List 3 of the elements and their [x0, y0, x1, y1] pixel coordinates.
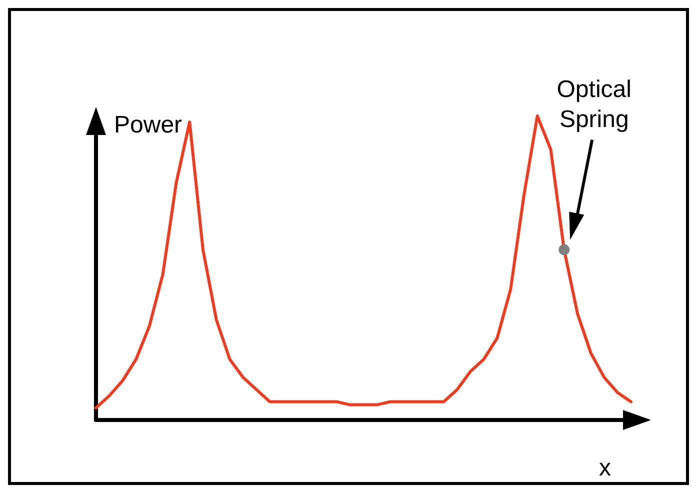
x-axis-title: x	[599, 454, 611, 482]
y-axis-title: Power	[114, 112, 182, 138]
annotation: Optical Spring	[556, 74, 632, 135]
